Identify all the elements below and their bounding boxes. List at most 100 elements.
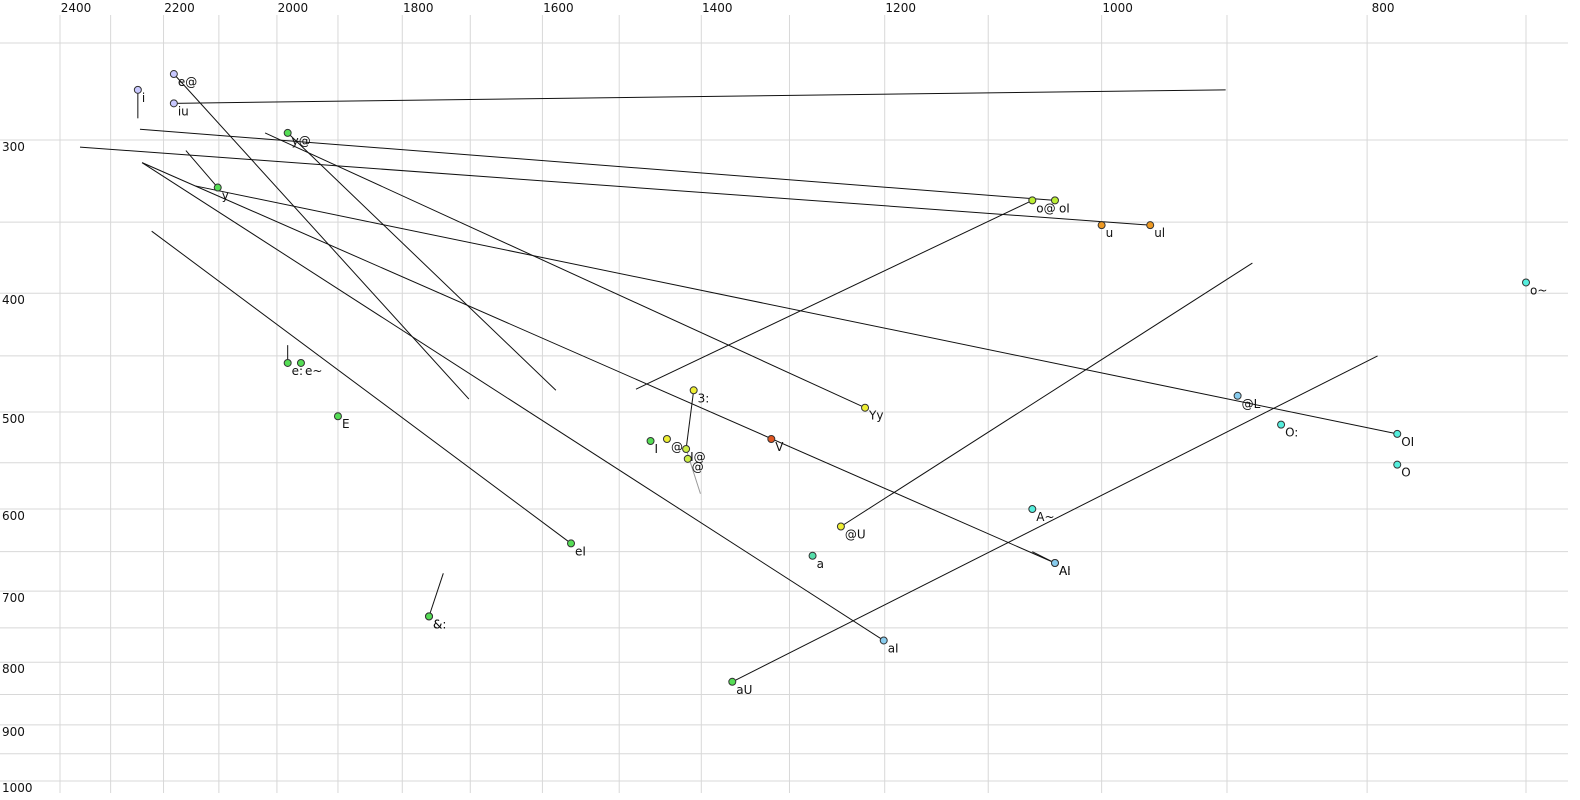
vowel-label: V <box>775 440 784 454</box>
vowel-point <box>1233 391 1242 400</box>
trajectory <box>685 390 695 450</box>
vowel-point <box>567 539 576 548</box>
x-tick-label: 800 <box>1372 1 1395 15</box>
vowel-point <box>662 434 671 443</box>
vowel-label: A: <box>1059 564 1071 578</box>
vowel-label: y <box>222 189 229 203</box>
trajectory <box>635 199 1033 390</box>
vowel-label: O: <box>1285 426 1298 440</box>
vowel-label: u <box>1106 226 1114 240</box>
vowel-label: e~ <box>305 364 322 378</box>
vowel-label: iu <box>178 104 189 118</box>
vowel-label: AI <box>1059 564 1071 578</box>
y-tick-label: 1000 <box>2 781 33 795</box>
vowel-label: aI <box>888 641 899 655</box>
vowel-label: a <box>817 557 824 571</box>
y-tick-label: 800 <box>2 662 25 676</box>
trajectory <box>173 73 470 400</box>
vowel-point <box>133 85 142 94</box>
vowel-point <box>808 551 817 560</box>
vowel-point <box>1522 278 1530 287</box>
y-tick-label: 900 <box>2 725 25 739</box>
vowel-label: ul <box>1154 226 1165 240</box>
x-tick-label: 2400 <box>61 1 92 15</box>
vowel-label: e: <box>292 364 303 378</box>
y-tick-label: 300 <box>2 140 25 154</box>
vowel-label: O <box>1401 466 1410 480</box>
vowel-label: @L <box>1242 397 1261 411</box>
vowel-point <box>1050 559 1059 568</box>
vowel-point <box>836 522 845 531</box>
vowel-point <box>169 99 178 108</box>
vowel-point <box>283 358 292 367</box>
trajectory <box>195 185 1398 435</box>
vowel-point <box>1097 221 1106 230</box>
vowel-label: eI <box>575 544 586 558</box>
vowel-point <box>1028 505 1037 514</box>
vowel-label: I <box>655 442 659 456</box>
vowel-label: e@ <box>178 75 197 89</box>
vowel-label: & <box>433 617 442 631</box>
vowel-point <box>682 445 691 454</box>
vowel-point <box>879 636 888 645</box>
y-tick-label: 500 <box>2 412 25 426</box>
trajectory <box>139 128 1056 201</box>
vowel-point <box>861 403 870 412</box>
trajectory <box>173 89 1226 104</box>
trajectory <box>840 262 1253 527</box>
y-tick-label: 400 <box>2 293 25 307</box>
y-tick-label: 600 <box>2 509 25 523</box>
vowel-point <box>169 70 178 79</box>
vowel-point <box>1146 221 1155 230</box>
vowel-label: E <box>342 417 350 431</box>
x-tick-label: 2000 <box>278 1 309 15</box>
vowel-label: i <box>142 91 145 105</box>
vowel-point <box>728 677 737 686</box>
vowel-label: o~ <box>1530 283 1547 297</box>
vowel-label: y@ <box>292 134 311 148</box>
trajectory <box>151 230 572 544</box>
vowel-point <box>1028 196 1037 205</box>
y-tick-label: 700 <box>2 591 25 605</box>
vowel-label: oI <box>1059 201 1070 215</box>
vowel-point <box>333 412 342 421</box>
vowel-point <box>767 434 776 443</box>
trajectory <box>185 150 219 188</box>
vowel-point <box>689 386 698 395</box>
vowel-label: A~ <box>1036 510 1054 524</box>
x-tick-label: 1800 <box>403 1 434 15</box>
vowel-label: I@ <box>690 450 706 464</box>
trajectory <box>141 162 1056 564</box>
vowel-point <box>1393 460 1402 469</box>
vowel-label: @U <box>845 528 866 542</box>
vowel-point <box>1050 196 1059 205</box>
vowel-point <box>646 437 655 446</box>
vowel-label: 3: <box>698 391 710 405</box>
trajectory <box>79 146 1151 226</box>
vowel-label: OI <box>1401 435 1414 449</box>
x-tick-label: 2200 <box>164 1 195 15</box>
vowel-point <box>213 183 222 192</box>
trajectory <box>428 573 444 617</box>
vowel-point <box>1393 429 1402 438</box>
trajectory <box>1032 551 1056 564</box>
trajectory <box>141 162 884 641</box>
x-tick-label: 1200 <box>885 1 916 15</box>
vowel-label: @ <box>692 460 704 474</box>
x-tick-label: 1000 <box>1102 1 1133 15</box>
vowel-label: aU <box>736 683 752 697</box>
trajectory <box>264 132 866 409</box>
vowel-point <box>425 612 434 621</box>
trajectory <box>287 132 557 391</box>
x-tick-label: 1600 <box>543 1 574 15</box>
vowel-point <box>683 454 692 463</box>
vowel-point <box>283 128 292 137</box>
trajectory <box>732 355 1378 683</box>
vowel-point <box>1277 420 1286 429</box>
vowel-label: Yy <box>868 409 883 423</box>
x-tick-label: 1400 <box>702 1 733 15</box>
vowel-label: o@ <box>1036 201 1055 215</box>
vowel-label: &: <box>433 617 446 631</box>
